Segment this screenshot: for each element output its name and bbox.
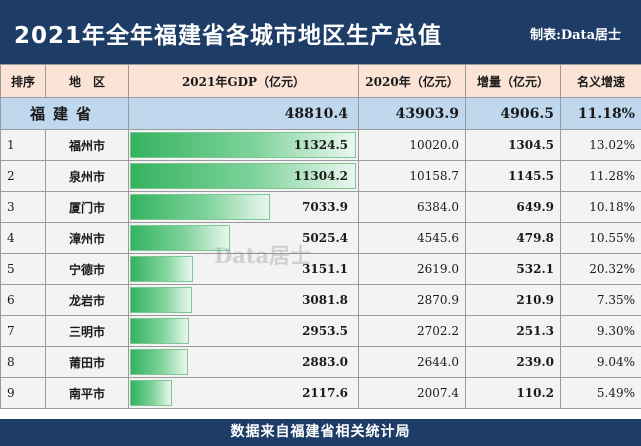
gdp-2021-value: 2117.6 [302,386,348,400]
table-row: 6 龙岩市 3081.8 2870.9 210.9 7.35% [0,284,641,316]
province-row: 福建省 48810.4 43903.9 4906.5 11.18% [0,97,641,130]
table-row: 2 泉州市 11304.2 10158.7 1145.5 11.28% [0,160,641,192]
growth-value: 13.02% [560,129,641,161]
increase-value: 239.0 [465,346,561,378]
gdp-2021-value: 2883.0 [302,355,348,369]
gdp-2020-value: 10158.7 [358,160,466,192]
gdp-table: 排序 地 区 2021年GDP（亿元） 2020年（亿元） 增量（亿元） 名义增… [0,64,641,409]
gdp-2020-value: 2007.4 [358,377,466,409]
header-region: 地 区 [45,64,129,98]
gdp-2020-value: 2702.2 [358,315,466,347]
gdp-2020-value: 10020.0 [358,129,466,161]
growth-value: 10.18% [560,191,641,223]
city-name: 福州市 [45,129,129,161]
growth-value: 20.32% [560,253,641,285]
increase-value: 110.2 [465,377,561,409]
gdp-2020-value: 2619.0 [358,253,466,285]
rank-cell: 2 [0,160,46,192]
city-name: 泉州市 [45,160,129,192]
increase-value: 649.9 [465,191,561,223]
source-footer: 数据来自福建省相关统计局 [0,419,641,446]
table-row: 4 漳州市 5025.4 4545.6 479.8 10.55% [0,222,641,254]
city-name: 宁德市 [45,253,129,285]
gdp-2021-value: 3081.8 [302,293,348,307]
increase-value: 251.3 [465,315,561,347]
increase-value: 1145.5 [465,160,561,192]
header-rank: 排序 [0,64,46,98]
city-name: 漳州市 [45,222,129,254]
increase-value: 210.9 [465,284,561,316]
rank-cell: 3 [0,191,46,223]
gdp-bar [130,380,172,406]
increase-value: 1304.5 [465,129,561,161]
province-name: 福建省 [0,97,129,130]
city-name: 龙岩市 [45,284,129,316]
province-increase: 4906.5 [465,97,561,130]
growth-value: 10.55% [560,222,641,254]
gdp-2021-value: 5025.4 [302,231,348,245]
gdp-2020-value: 2644.0 [358,346,466,378]
rank-cell: 4 [0,222,46,254]
gdp-2021-value: 11324.5 [293,138,348,152]
table-row: 8 莆田市 2883.0 2644.0 239.0 9.04% [0,346,641,378]
gdp-bar [130,287,192,313]
gdp-2021-cell: 3151.1 [128,253,359,285]
city-name: 莆田市 [45,346,129,378]
growth-value: 9.04% [560,346,641,378]
gdp-2021-cell: 2883.0 [128,346,359,378]
watermark: Data居士 [214,243,312,268]
province-growth: 11.18% [560,97,641,130]
growth-value: 7.35% [560,284,641,316]
province-gdp-2021: 48810.4 [128,97,359,130]
table-row: 9 南平市 2117.6 2007.4 110.2 5.49% [0,377,641,409]
gdp-2021-value: 3151.1 [302,262,348,276]
city-name: 三明市 [45,315,129,347]
growth-value: 11.28% [560,160,641,192]
table-row: 7 三明市 2953.5 2702.2 251.3 9.30% [0,315,641,347]
gdp-bar [130,225,230,251]
gdp-2021-cell: 7033.9 [128,191,359,223]
rank-cell: 1 [0,129,46,161]
rank-cell: 7 [0,315,46,347]
column-header-row: 排序 地 区 2021年GDP（亿元） 2020年（亿元） 增量（亿元） 名义增… [0,64,641,98]
gdp-bar [130,163,356,189]
rank-cell: 5 [0,253,46,285]
gdp-bar [130,194,270,220]
growth-value: 9.30% [560,315,641,347]
rank-cell: 9 [0,377,46,409]
gdp-2020-value: 2870.9 [358,284,466,316]
gdp-2021-cell: 2117.6 [128,377,359,409]
table-row: 1 福州市 11324.5 10020.0 1304.5 13.02% [0,129,641,161]
city-name: 厦门市 [45,191,129,223]
header-gdp-2020: 2020年（亿元） [358,64,466,98]
page-title: 2021年全年福建省各城市地区生产总值 [13,23,442,49]
increase-value: 479.8 [465,222,561,254]
gdp-2021-cell: 2953.5 [128,315,359,347]
gdp-2021-cell: 3081.8 [128,284,359,316]
gdp-2021-value: 11304.2 [293,169,348,183]
increase-value: 532.1 [465,253,561,285]
maker-credit: 制表:Data居士 [530,28,621,43]
rank-cell: 8 [0,346,46,378]
header-increase: 增量（亿元） [465,64,561,98]
gdp-2021-value: 7033.9 [302,200,348,214]
table-row: 5 宁德市 3151.1 2619.0 532.1 20.32% [0,253,641,285]
gdp-2021-cell: 11324.5 [128,129,359,161]
header-gdp-2021: 2021年GDP（亿元） [128,64,359,98]
header-growth: 名义增速 [560,64,641,98]
gdp-bar [130,318,189,344]
rank-cell: 6 [0,284,46,316]
table-row: 3 厦门市 7033.9 6384.0 649.9 10.18% [0,191,641,223]
gdp-bar [130,256,193,282]
gdp-2020-value: 6384.0 [358,191,466,223]
gdp-2021-cell: 11304.2 [128,160,359,192]
gdp-bar [130,349,188,375]
province-gdp-2020: 43903.9 [358,97,466,130]
growth-value: 5.49% [560,377,641,409]
gdp-2021-value: 2953.5 [302,324,348,338]
city-name: 南平市 [45,377,129,409]
gdp-2020-value: 4545.6 [358,222,466,254]
gdp-bar [130,132,356,158]
title-banner: 2021年全年福建省各城市地区生产总值 制表:Data居士 [0,0,641,64]
